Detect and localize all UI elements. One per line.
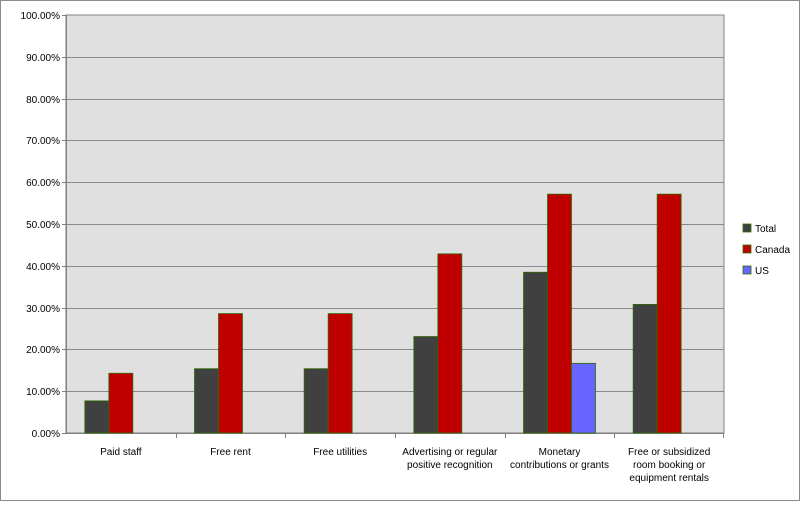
x-category-label: Free rent <box>210 447 251 458</box>
x-category-label-line: Free utilities <box>313 447 367 458</box>
x-category-label: Advertising or regular positive recogniti… <box>402 447 498 471</box>
bar-total <box>194 368 219 434</box>
x-category-label-line: Monetary <box>539 447 581 458</box>
y-tick-label: 0.00% <box>32 429 60 440</box>
x-category-label-line: equipment rentals <box>629 473 709 484</box>
x-category-label-line: Advertising or regular <box>402 447 498 458</box>
x-category-label-line: Free rent <box>210 447 251 458</box>
x-category-label-line: contributions or grants <box>510 460 609 471</box>
y-tick-label: 60.00% <box>26 178 60 189</box>
x-category-label: Free utilities <box>313 447 367 458</box>
bar-canada <box>437 253 463 434</box>
y-tick-label: 70.00% <box>26 136 60 147</box>
legend-label: Total <box>755 224 776 235</box>
y-tick-label: 80.00% <box>26 95 60 106</box>
y-tick-label: 30.00% <box>26 304 60 315</box>
legend-swatch-total <box>742 223 752 233</box>
y-tick-label: 40.00% <box>26 262 60 273</box>
bar-total <box>632 303 658 434</box>
y-tick-label: 90.00% <box>26 53 60 64</box>
bar-canada <box>108 372 134 434</box>
y-tick-label: 50.00% <box>26 220 60 231</box>
y-tick-label: 10.00% <box>26 387 60 398</box>
bar-canada <box>327 313 353 434</box>
bar-total <box>84 400 110 434</box>
legend-swatch-canada <box>742 244 752 254</box>
y-tick-label: 20.00% <box>26 345 60 356</box>
legend-label: US <box>755 266 769 277</box>
bar-total <box>523 271 548 434</box>
x-category-label: Free or subsidized room booking or equipme… <box>628 447 710 484</box>
x-category-label: Paid staff <box>100 447 142 458</box>
x-category-label-line: Paid staff <box>100 447 142 458</box>
x-category-label-line: positive recognition <box>407 460 493 471</box>
legend-swatch-us <box>742 265 752 275</box>
bar-total <box>303 368 329 434</box>
y-tick-label: 100.00% <box>21 11 61 22</box>
x-category-label: Monetary contributions or grants <box>510 447 609 471</box>
x-category-label-line: Free or subsidized <box>628 447 710 458</box>
x-category-label-line: room booking or <box>633 460 706 471</box>
bar-us <box>571 362 596 434</box>
legend-label: Canada <box>755 245 790 256</box>
bar-canada <box>218 313 243 434</box>
bar-canada <box>656 193 682 434</box>
bar-total <box>413 336 439 434</box>
bar-canada <box>547 193 572 434</box>
